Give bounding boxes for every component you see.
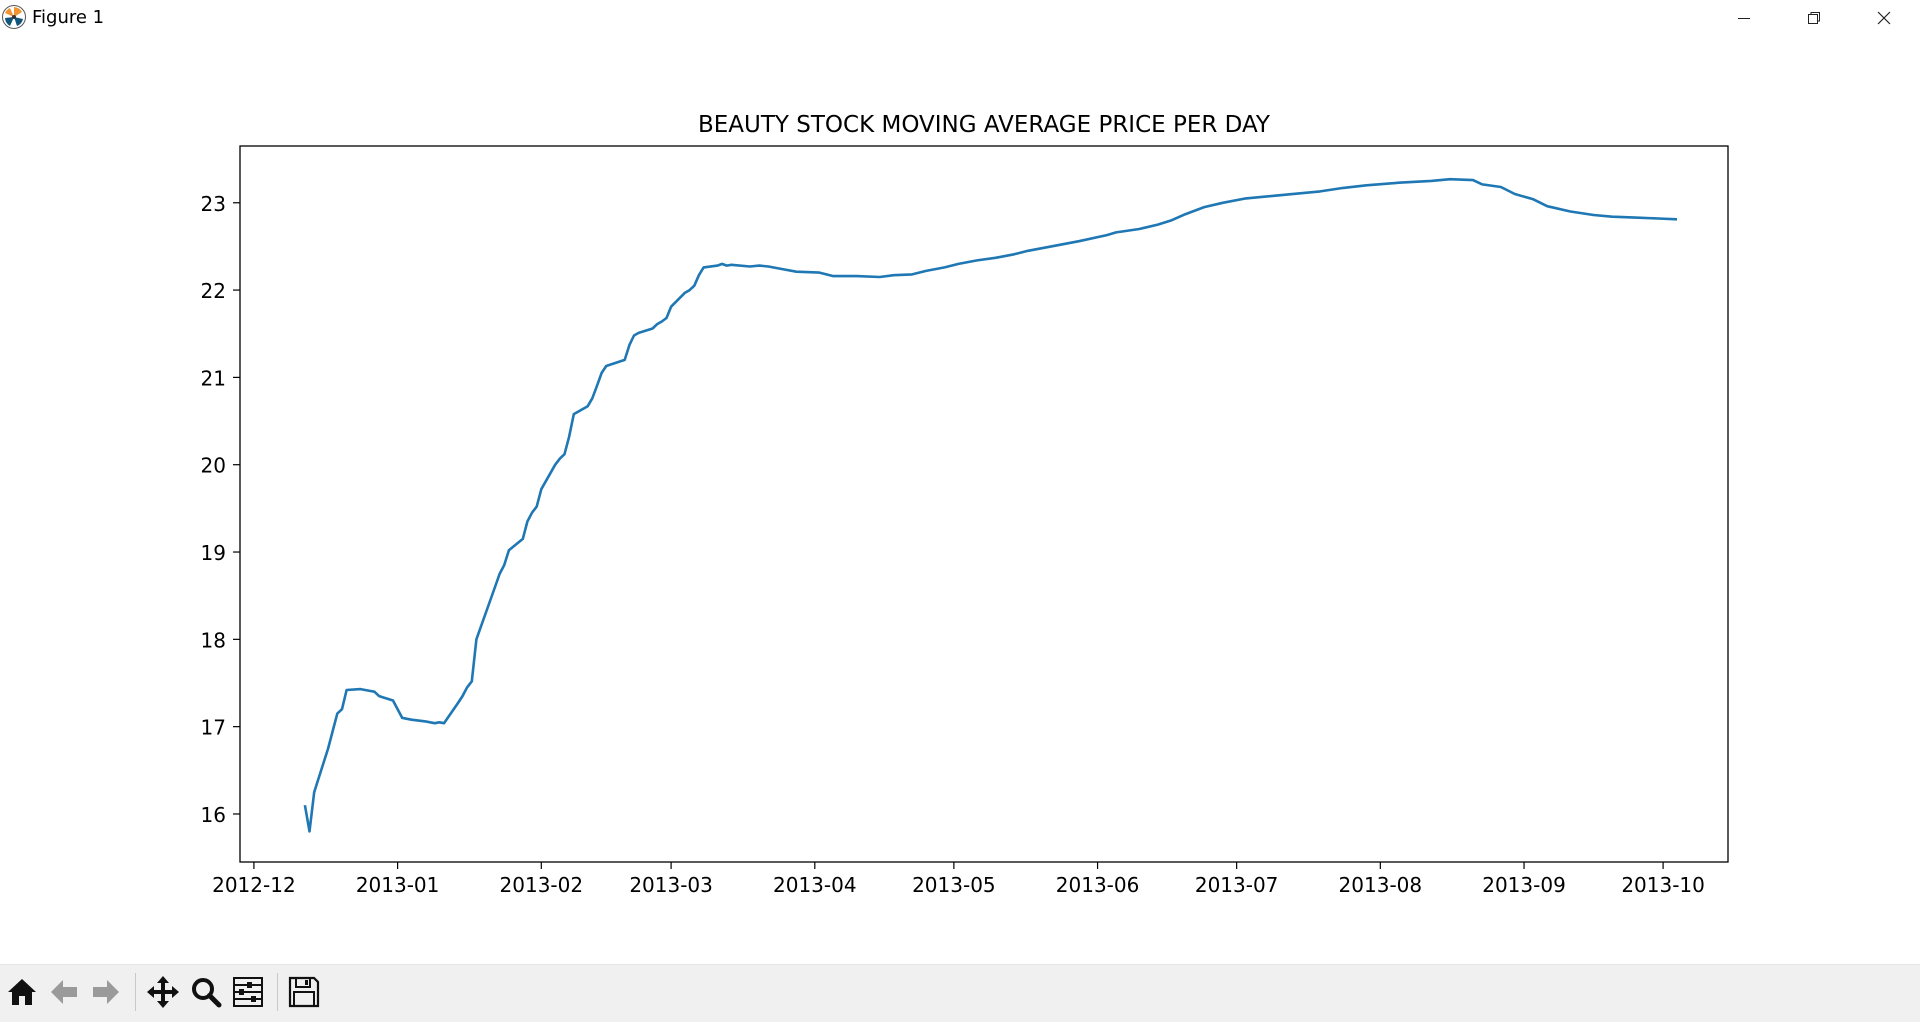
sliders-icon <box>233 977 263 1007</box>
y-tick-label: 16 <box>201 803 226 827</box>
x-tick-label: 2013-03 <box>629 873 713 897</box>
window-titlebar: Figure 1 <box>0 0 1920 36</box>
move-icon <box>147 976 179 1008</box>
matplotlib-app-icon <box>2 5 26 29</box>
back-button[interactable] <box>44 971 84 1013</box>
x-tick-label: 2013-10 <box>1621 873 1705 897</box>
chart-title: BEAUTY STOCK MOVING AVERAGE PRICE PER DA… <box>698 112 1271 138</box>
plot-area <box>303 177 1678 833</box>
y-tick-label: 20 <box>201 454 226 478</box>
navigation-toolbar <box>0 964 1920 1022</box>
axes-frame <box>239 145 1729 863</box>
arrow-right-icon <box>93 980 119 1004</box>
maximize-button[interactable] <box>1779 0 1849 36</box>
zoom-button[interactable] <box>186 971 226 1013</box>
y-tick-label: 17 <box>201 716 226 740</box>
x-tick-label: 2013-01 <box>356 873 440 897</box>
toolbar-separator <box>135 973 136 1011</box>
close-button[interactable] <box>1849 0 1919 36</box>
x-tick-label: 2013-09 <box>1482 873 1566 897</box>
home-icon <box>8 979 36 1005</box>
line-chart: BEAUTY STOCK MOVING AVERAGE PRICE PER DA… <box>201 112 1729 897</box>
window-title: Figure 1 <box>32 7 105 28</box>
pan-button[interactable] <box>143 971 183 1013</box>
figure-canvas[interactable]: BEAUTY STOCK MOVING AVERAGE PRICE PER DA… <box>0 36 1920 964</box>
configure-subplots-button[interactable] <box>228 971 268 1013</box>
x-tick-label: 2013-08 <box>1339 873 1423 897</box>
close-icon <box>1877 11 1891 25</box>
x-tick-label: 2013-02 <box>500 873 584 897</box>
minimize-button[interactable] <box>1709 0 1779 36</box>
x-tick-label: 2013-06 <box>1056 873 1140 897</box>
arrow-left-icon <box>51 980 77 1004</box>
axis-ticks: 16 17 18 19 20 21 22 23 2012-12 2013-01 2013-02 201… <box>201 192 1705 897</box>
y-tick-label: 22 <box>201 279 226 303</box>
x-tick-label: 2013-07 <box>1195 873 1279 897</box>
minimize-icon <box>1738 18 1750 19</box>
price-series-line <box>303 177 1678 833</box>
y-tick-label: 21 <box>201 366 226 390</box>
x-tick-label: 2012-12 <box>212 873 296 897</box>
y-tick-label: 19 <box>201 541 226 565</box>
x-tick-label: 2013-04 <box>773 873 857 897</box>
restore-icon <box>1808 12 1820 24</box>
x-tick-label: 2013-05 <box>912 873 996 897</box>
y-tick-label: 18 <box>201 628 226 652</box>
toolbar-separator <box>277 973 278 1011</box>
magnifier-icon <box>192 978 222 1008</box>
floppy-disk-icon <box>288 976 320 1008</box>
save-button[interactable] <box>284 971 324 1013</box>
home-button[interactable] <box>2 971 42 1013</box>
forward-button[interactable] <box>86 971 126 1013</box>
y-tick-label: 23 <box>201 192 226 216</box>
